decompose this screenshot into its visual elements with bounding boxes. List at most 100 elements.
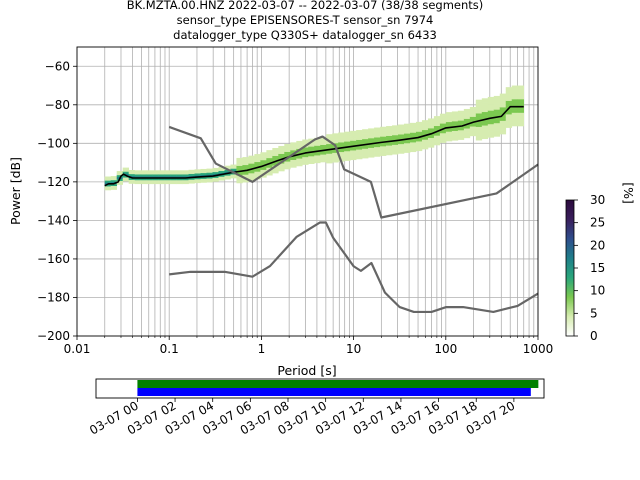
- heatmap-cell: [296, 158, 303, 161]
- heatmap-cell: [481, 111, 489, 114]
- heatmap-cell: [212, 169, 219, 173]
- heatmap-cell: [266, 165, 273, 168]
- heatmap-cell: [338, 142, 345, 145]
- heatmap-cell: [505, 90, 513, 94]
- heatmap-cell: [104, 186, 112, 189]
- heatmap-cell: [356, 147, 363, 150]
- heatmap-cell: [344, 152, 351, 156]
- heatmap-cell: [254, 161, 261, 164]
- heatmap-cell: [158, 170, 165, 173]
- heatmap-cell: [266, 167, 273, 170]
- heatmap-cell: [224, 175, 231, 178]
- heatmap-cell: [445, 112, 453, 115]
- heatmap-cell: [380, 149, 387, 153]
- heatmap-cell: [445, 114, 453, 117]
- heatmap-cell: [326, 145, 333, 148]
- heatmap-cell: [439, 138, 447, 141]
- heatmap-cell: [463, 116, 471, 119]
- heatmap-cell: [278, 159, 285, 162]
- heatmap-cell: [278, 165, 285, 168]
- heatmap-cell: [242, 166, 249, 169]
- heatmap-cell: [290, 148, 297, 151]
- heatmap-cell: [242, 157, 249, 160]
- heatmap-cell: [374, 150, 381, 153]
- heatmap-cell: [290, 150, 297, 153]
- plot-background: [77, 47, 538, 336]
- heatmap-cell: [409, 138, 417, 141]
- heatmap-cell: [140, 179, 147, 183]
- heatmap-cell: [499, 120, 507, 123]
- heatmap-cell: [248, 163, 255, 166]
- heatmap-cell: [409, 122, 417, 126]
- heatmap-cell: [188, 171, 195, 174]
- heatmap-cell: [386, 149, 393, 152]
- heatmap-cell: [445, 129, 453, 132]
- heatmap-cell: [164, 170, 171, 173]
- heatmap-cell: [439, 119, 447, 122]
- heatmap-cell: [164, 172, 171, 175]
- heatmap-cell: [254, 169, 261, 172]
- heatmap-cell: [326, 159, 333, 162]
- heatmap-cell: [164, 174, 171, 177]
- heatmap-cell: [338, 155, 345, 158]
- heatmap-cell: [487, 123, 495, 127]
- heatmap-cell: [487, 125, 495, 129]
- heatmap-cell: [499, 128, 507, 131]
- heatmap-cell: [511, 112, 519, 115]
- heatmap-cell: [392, 146, 399, 149]
- heatmap-cell: [296, 154, 303, 157]
- chart-title-line-3: datalogger_type Q330S+ datalogger_sn 643…: [173, 28, 437, 42]
- heatmap-cell: [266, 159, 273, 162]
- heatmap-cell: [451, 121, 459, 124]
- heatmap-cell: [284, 163, 291, 166]
- heatmap-cell: [314, 141, 321, 144]
- heatmap-cell: [481, 136, 489, 140]
- heatmap-cell: [493, 134, 501, 137]
- heatmap-cell: [356, 149, 363, 152]
- heatmap-cell: [236, 157, 243, 161]
- heatmap-cell: [511, 97, 519, 100]
- heatmap-cell: [374, 129, 381, 132]
- heatmap-cell: [374, 152, 381, 155]
- heatmap-cell: [368, 149, 375, 152]
- heatmap-cell: [296, 140, 303, 144]
- heatmap-cell: [505, 125, 513, 128]
- heatmap-cell: [487, 127, 495, 130]
- heatmap-cell: [469, 122, 477, 125]
- heatmap-cell: [380, 142, 387, 145]
- heatmap-cell: [517, 118, 525, 121]
- heatmap-cell: [266, 157, 273, 161]
- heatmap-cell: [475, 101, 483, 104]
- heatmap-cell: [511, 87, 519, 90]
- heatmap-cell: [439, 123, 447, 126]
- heatmap-cell: [409, 142, 417, 145]
- heatmap-cell: [128, 181, 135, 184]
- heatmap-cell: [308, 157, 315, 161]
- heatmap-cell: [272, 157, 279, 160]
- heatmap-cell: [110, 179, 118, 183]
- heatmap-cell: [499, 122, 507, 125]
- heatmap-cell: [308, 152, 315, 155]
- heatmap-cell: [463, 130, 471, 133]
- heatmap-cell: [457, 133, 465, 137]
- heatmap-cell: [206, 180, 213, 183]
- heatmap-cell: [212, 179, 219, 182]
- timeline-bar-data: [137, 380, 539, 388]
- heatmap-cell: [493, 99, 501, 103]
- heatmap-cell: [308, 159, 315, 163]
- heatmap-cell: [505, 123, 513, 126]
- heatmap-cell: [242, 164, 249, 167]
- heatmap-cell: [409, 144, 417, 147]
- heatmap-cell: [224, 165, 231, 168]
- heatmap-cell: [326, 151, 333, 154]
- heatmap-cell: [499, 110, 507, 114]
- heatmap-cell: [110, 177, 118, 181]
- heatmap-cell: [362, 146, 369, 149]
- heatmap-cell: [326, 161, 333, 164]
- heatmap-cell: [499, 95, 507, 98]
- plot-grid: [77, 47, 538, 336]
- heatmap-cell: [398, 149, 405, 152]
- heatmap-cell: [326, 141, 333, 145]
- heatmap-cell: [368, 151, 375, 154]
- heatmap-cell: [487, 131, 495, 134]
